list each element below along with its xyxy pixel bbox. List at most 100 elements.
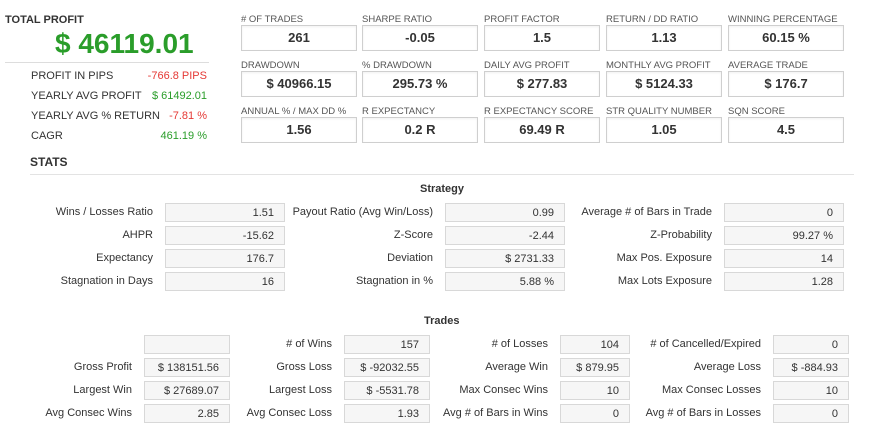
stat-label: Deviation <box>387 252 433 264</box>
trade-stat-label: Max Consec Wins <box>459 384 548 396</box>
metric-value: 4.5 <box>728 117 844 143</box>
summary-row: CAGR 461.19 % <box>5 130 209 150</box>
stat-label: Z-Score <box>393 229 433 241</box>
metric-label: PROFIT FACTOR <box>484 14 560 25</box>
stat-value: 99.27 % <box>724 226 844 245</box>
stat-value: 1.51 <box>165 203 285 222</box>
metric-value: 60.15 % <box>728 25 844 51</box>
metric-value: $ 40966.15 <box>241 71 357 97</box>
stat-label: Stagnation in Days <box>60 275 153 287</box>
trade-stat-value: 0 <box>773 335 849 354</box>
trade-stat-value: $ 27689.07 <box>144 381 230 400</box>
stat-value: 1.28 <box>724 272 844 291</box>
stat-value: 14 <box>724 249 844 268</box>
trades-heading: Trades <box>424 315 460 327</box>
metric-label: R EXPECTANCY SCORE <box>484 106 594 117</box>
summary-row-value: -766.8 PIPS <box>147 70 207 82</box>
summary-row-label: PROFIT IN PIPS <box>31 70 114 82</box>
trade-stat-value: 0 <box>560 404 630 423</box>
trade-stat-label: # of Losses <box>491 338 548 350</box>
metric-label: ANNUAL % / MAX DD % <box>241 106 347 117</box>
summary-row-value: -7.81 % <box>169 110 207 122</box>
metric-value: 1.13 <box>606 25 722 51</box>
stats-divider <box>30 174 854 175</box>
trade-stat-value: $ -884.93 <box>773 358 849 377</box>
stat-value: 5.88 % <box>445 272 565 291</box>
metric-value: 1.56 <box>241 117 357 143</box>
stat-label: Max Pos. Exposure <box>616 252 712 264</box>
metric-label: SHARPE RATIO <box>362 14 433 25</box>
trade-stat-value: $ -5531.78 <box>344 381 430 400</box>
total-profit-value: $ 46119.01 <box>55 28 194 59</box>
trade-stat-label: Average Win <box>485 361 548 373</box>
metric-value: 0.2 R <box>362 117 478 143</box>
trade-stat-label: Avg # of Bars in Losses <box>645 407 761 419</box>
summary-row: PROFIT IN PIPS -766.8 PIPS <box>5 70 209 90</box>
metric-label: RETURN / DD RATIO <box>606 14 699 25</box>
stat-label: Average # of Bars in Trade <box>581 206 712 218</box>
stat-value: -2.44 <box>445 226 565 245</box>
trade-stat-label: Largest Win <box>73 384 132 396</box>
metric-value: $ 277.83 <box>484 71 600 97</box>
summary-row: YEARLY AVG PROFIT $ 61492.01 <box>5 90 209 110</box>
trade-stat-value: 2.85 <box>144 404 230 423</box>
trade-stat-value: $ 879.95 <box>560 358 630 377</box>
trade-stat-value: 10 <box>560 381 630 400</box>
trade-stat-value: 1.93 <box>344 404 430 423</box>
summary-row-value: 461.19 % <box>160 130 207 142</box>
summary-row-label: CAGR <box>31 130 63 142</box>
stat-label: Max Lots Exposure <box>617 275 712 287</box>
stat-value: 16 <box>165 272 285 291</box>
trade-stat-value: $ 138151.56 <box>144 358 230 377</box>
metric-value: 1.5 <box>484 25 600 51</box>
stat-label: AHPR <box>122 229 153 241</box>
metric-label: R EXPECTANCY <box>362 106 436 117</box>
metric-label: DRAWDOWN <box>241 60 300 71</box>
stat-value: 176.7 <box>165 249 285 268</box>
summary-row-label: YEARLY AVG % RETURN <box>31 110 160 122</box>
strategy-heading: Strategy <box>420 183 465 195</box>
metric-label: DAILY AVG PROFIT <box>484 60 570 71</box>
metric-value: $ 176.7 <box>728 71 844 97</box>
summary-row-value: $ 61492.01 <box>151 90 207 102</box>
metric-value: 295.73 % <box>362 71 478 97</box>
metric-label: WINNING PERCENTAGE <box>728 14 838 25</box>
trade-stat-value: 157 <box>344 335 430 354</box>
stat-value: -15.62 <box>165 226 285 245</box>
metric-label: AVERAGE TRADE <box>728 60 808 71</box>
stat-label: Z-Probability <box>650 229 712 241</box>
trade-stat-label: Gross Profit <box>73 361 132 373</box>
metric-label: STR QUALITY NUMBER <box>606 106 712 117</box>
trade-stat-label: # of Cancelled/Expired <box>650 338 761 350</box>
metric-value: 69.49 R <box>484 117 600 143</box>
stat-label: Expectancy <box>96 252 153 264</box>
stats-heading: STATS <box>30 155 68 169</box>
metric-label: MONTHLY AVG PROFIT <box>606 60 711 71</box>
total-profit-label: TOTAL PROFIT <box>5 14 84 26</box>
trade-stat-value: 104 <box>560 335 630 354</box>
trade-stat-label: Average Loss <box>693 361 761 373</box>
trade-stat-label: Avg # of Bars in Wins <box>443 407 548 419</box>
metric-value: $ 5124.33 <box>606 71 722 97</box>
trade-stat-label: Avg Consec Wins <box>45 407 132 419</box>
trade-stat-label: Avg Consec Loss <box>246 407 332 419</box>
stat-value: 0.99 <box>445 203 565 222</box>
trade-stat-value: 10 <box>773 381 849 400</box>
trade-stat-label: Max Consec Losses <box>661 384 761 396</box>
metric-value: 1.05 <box>606 117 722 143</box>
stat-label: Payout Ratio (Avg Win/Loss) <box>292 206 433 218</box>
metric-label: % DRAWDOWN <box>362 60 432 71</box>
trade-stat-value <box>144 335 230 354</box>
stat-value: $ 2731.33 <box>445 249 565 268</box>
trade-stat-value: 0 <box>773 404 849 423</box>
summary-row: YEARLY AVG % RETURN -7.81 % <box>5 110 209 130</box>
summary-divider <box>5 62 209 63</box>
trade-stat-label: Largest Loss <box>269 384 332 396</box>
trade-stat-label: Gross Loss <box>276 361 332 373</box>
summary-row-label: YEARLY AVG PROFIT <box>31 90 142 102</box>
metric-label: SQN SCORE <box>728 106 786 117</box>
stat-label: Wins / Losses Ratio <box>55 206 153 218</box>
metric-value: -0.05 <box>362 25 478 51</box>
stat-value: 0 <box>724 203 844 222</box>
metric-value: 261 <box>241 25 357 51</box>
